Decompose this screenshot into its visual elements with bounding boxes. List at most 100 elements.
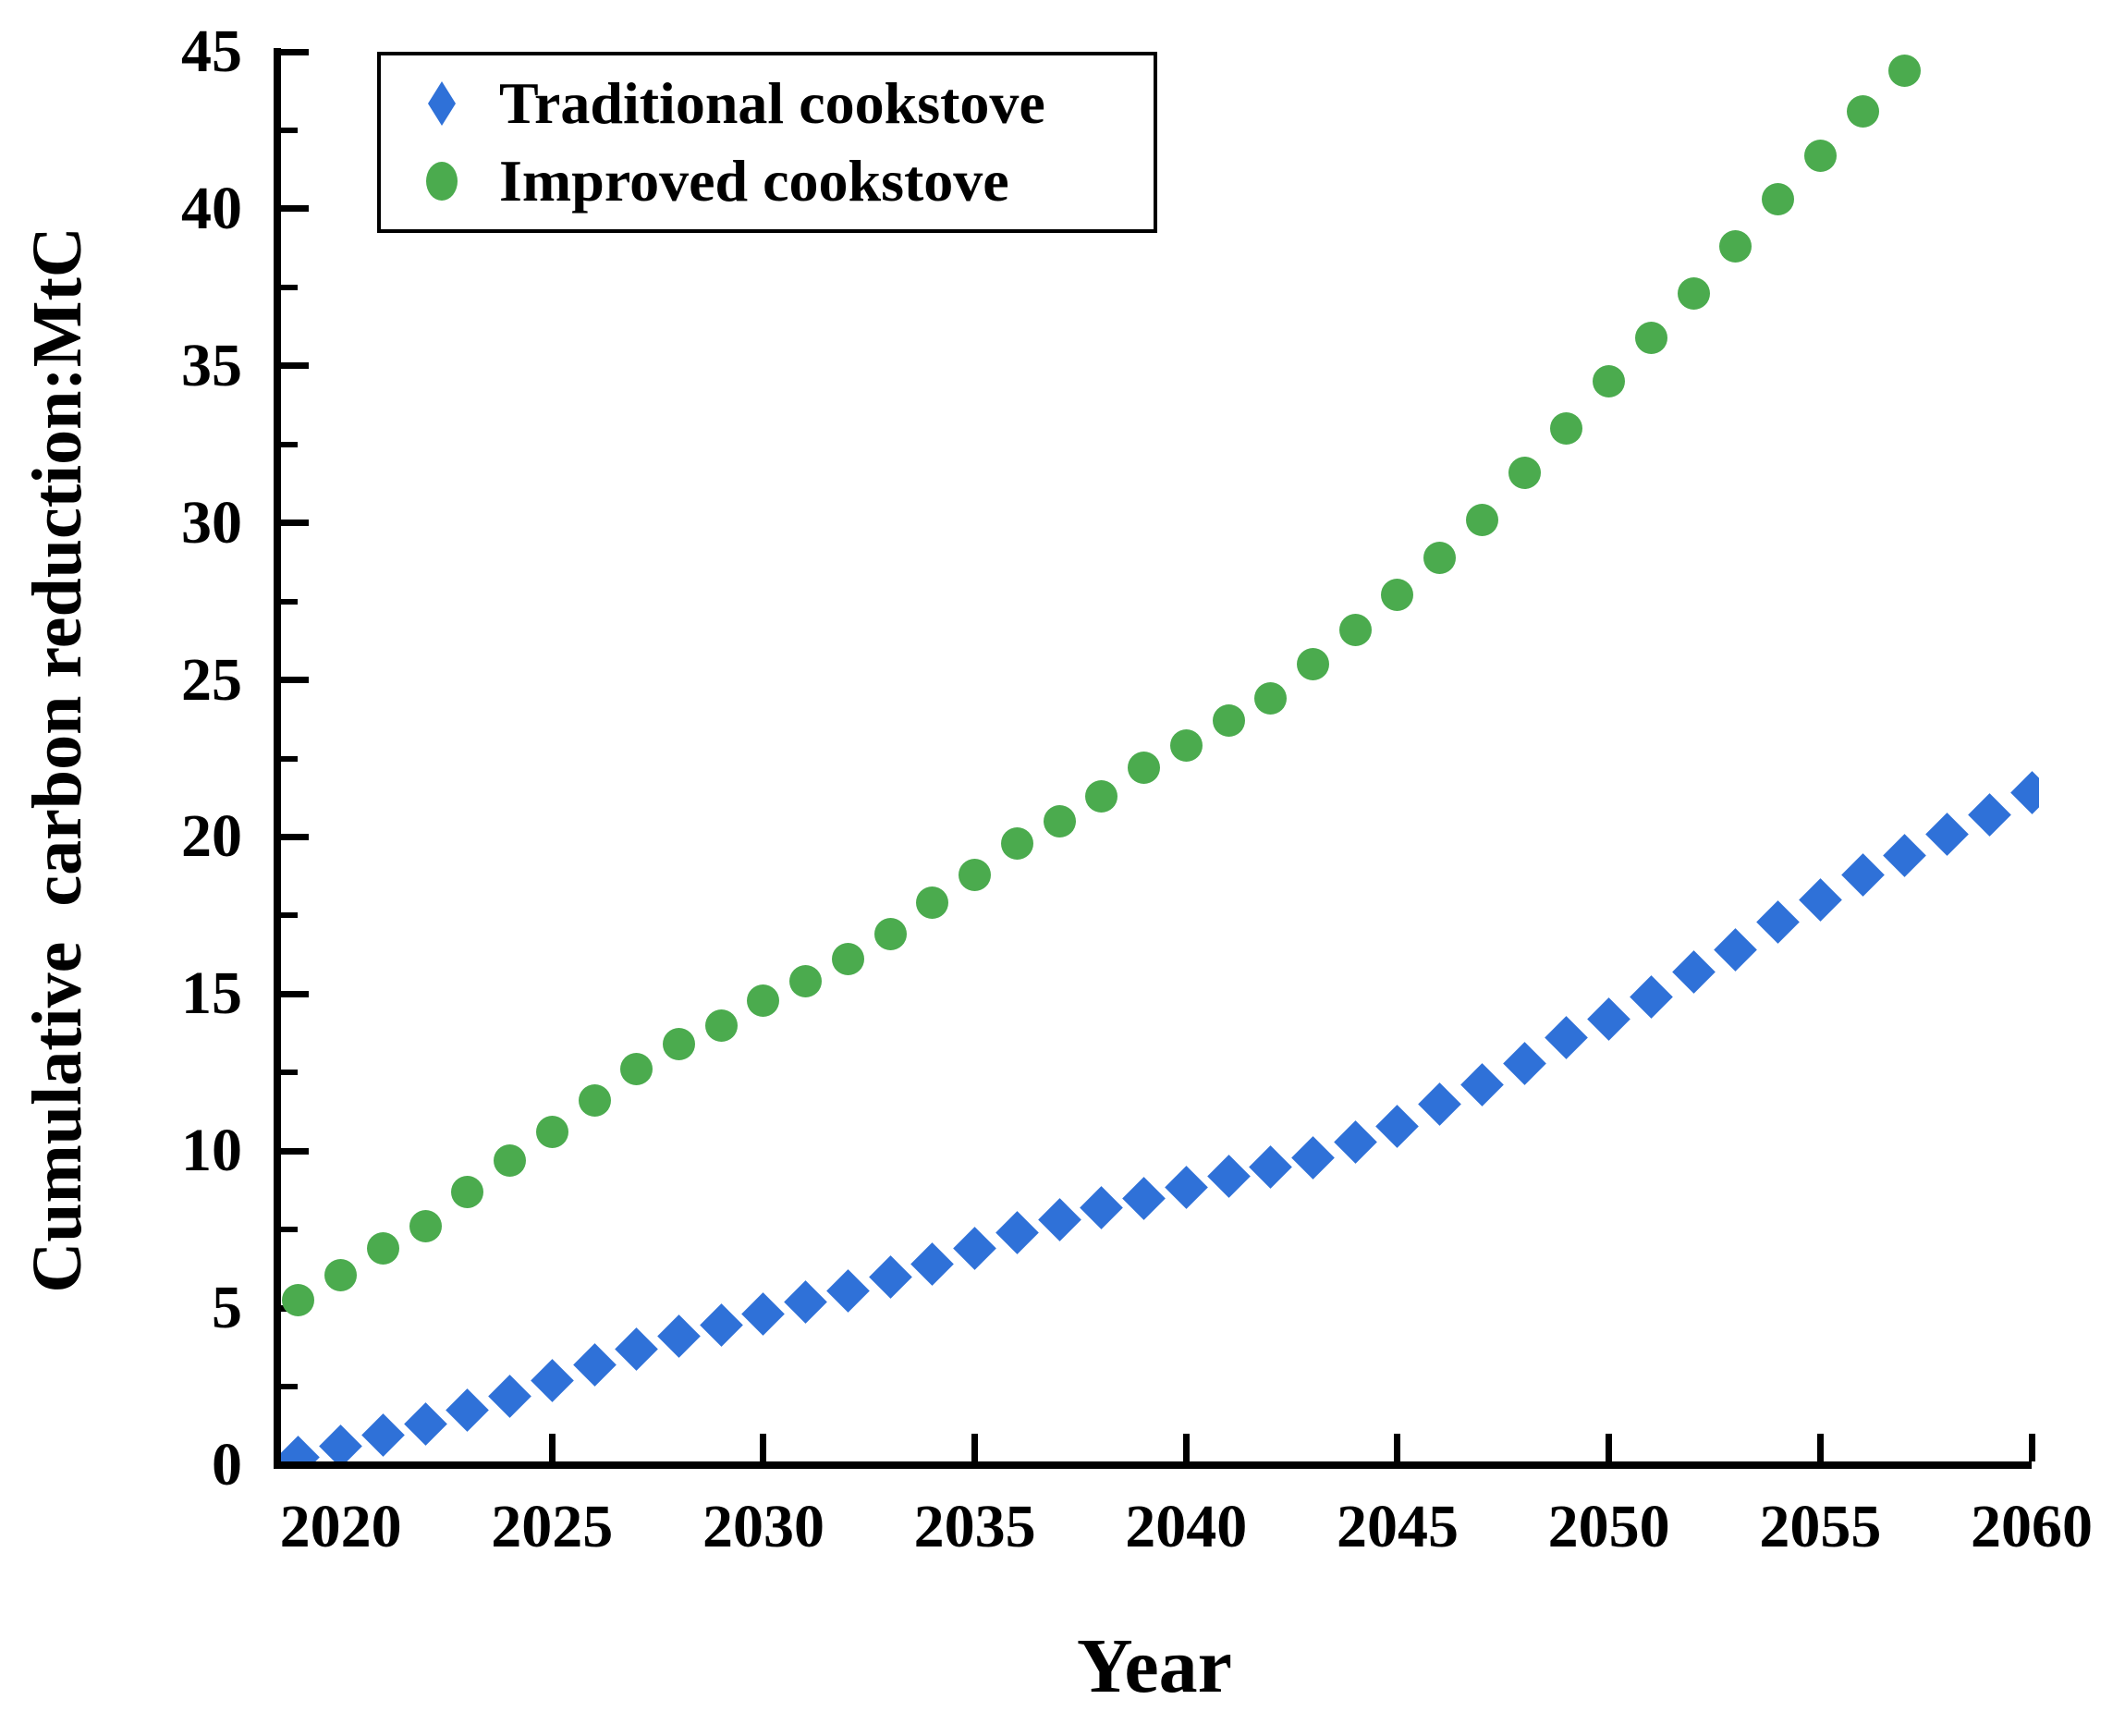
- y-axis-minor-tick: [281, 441, 298, 447]
- y-axis-tick: [281, 520, 309, 527]
- data-point-traditional-cookstove: [1798, 878, 1842, 922]
- x-tick-label: 2040: [1125, 1493, 1248, 1560]
- data-point-improved-cookstove: [1593, 365, 1626, 398]
- data-point-improved-cookstove: [1423, 541, 1457, 574]
- y-axis-tick: [281, 677, 309, 684]
- data-point-traditional-cookstove: [784, 1279, 828, 1324]
- x-axis-tick: [760, 1434, 767, 1461]
- data-point-traditional-cookstove: [1587, 997, 1630, 1041]
- x-tick-label: 2025: [491, 1493, 614, 1560]
- y-tick-label: 5: [212, 1274, 242, 1342]
- data-point-improved-cookstove: [704, 1009, 738, 1042]
- data-point-traditional-cookstove: [1671, 950, 1716, 994]
- data-point-traditional-cookstove: [741, 1292, 786, 1337]
- y-axis-minor-tick: [281, 912, 298, 919]
- data-point-improved-cookstove: [1465, 503, 1498, 536]
- x-axis-line: [274, 1461, 2032, 1469]
- data-point-improved-cookstove: [1043, 804, 1076, 837]
- data-point-traditional-cookstove: [1164, 1165, 1208, 1209]
- y-tick-label: 0: [212, 1431, 242, 1498]
- data-point-improved-cookstove: [1254, 682, 1288, 715]
- data-point-traditional-cookstove: [1206, 1155, 1251, 1198]
- y-axis-tick: [281, 1147, 309, 1155]
- y-axis-minor-tick: [281, 284, 298, 290]
- data-point-traditional-cookstove: [1037, 1198, 1081, 1242]
- y-axis-tick: [281, 833, 309, 840]
- data-point-improved-cookstove: [1634, 321, 1667, 354]
- data-point-traditional-cookstove: [657, 1314, 701, 1359]
- x-axis-tick: [971, 1434, 979, 1461]
- y-axis-minor-tick: [281, 1384, 298, 1390]
- data-point-traditional-cookstove: [1967, 793, 2011, 837]
- x-axis-tick: [1816, 1434, 1824, 1461]
- data-point-improved-cookstove: [662, 1028, 695, 1061]
- data-point-traditional-cookstove: [1333, 1119, 1377, 1164]
- data-point-traditional-cookstove: [1714, 928, 1758, 972]
- data-point-improved-cookstove: [578, 1084, 611, 1118]
- data-point-traditional-cookstove: [910, 1242, 955, 1286]
- data-point-traditional-cookstove: [572, 1342, 617, 1387]
- y-tick-label: 15: [181, 960, 242, 1028]
- data-point-traditional-cookstove: [1630, 975, 1673, 1020]
- y-axis-tick: [281, 990, 309, 997]
- data-point-traditional-cookstove: [1080, 1186, 1124, 1229]
- data-point-improved-cookstove: [747, 984, 780, 1017]
- y-axis-tick: [281, 48, 309, 55]
- legend-label-traditional: Traditional cookstove: [499, 70, 1045, 136]
- data-point-traditional-cookstove: [1249, 1144, 1293, 1189]
- y-axis-line: [274, 48, 281, 1469]
- data-point-improved-cookstove: [1381, 579, 1414, 612]
- legend-item-traditional-cookstove: Traditional cookstove: [421, 74, 1144, 133]
- data-point-traditional-cookstove: [360, 1413, 405, 1458]
- data-point-improved-cookstove: [324, 1258, 358, 1291]
- x-tick-label: 2020: [279, 1493, 402, 1560]
- data-point-traditional-cookstove: [953, 1227, 996, 1270]
- y-axis-tick: [281, 205, 309, 213]
- data-point-improved-cookstove: [1762, 183, 1795, 216]
- x-tick-label: 2030: [702, 1493, 824, 1560]
- x-axis-tick: [1394, 1434, 1401, 1461]
- y-tick-label: 45: [181, 18, 242, 85]
- data-point-improved-cookstove: [873, 918, 907, 951]
- y-axis-minor-tick: [281, 1070, 298, 1076]
- y-tick-label: 10: [181, 1117, 242, 1185]
- legend-label-improved: Improved cookstove: [499, 148, 1009, 214]
- data-point-improved-cookstove: [1297, 648, 1329, 681]
- x-tick-label: 2050: [1547, 1493, 1670, 1560]
- data-point-traditional-cookstove: [995, 1211, 1039, 1254]
- data-point-traditional-cookstove: [1460, 1063, 1504, 1107]
- legend: Traditional cookstove Improved cookstove: [377, 52, 1157, 233]
- legend-marker-box: [421, 162, 462, 201]
- x-tick-label: 2035: [913, 1493, 1036, 1560]
- y-axis-tick: [281, 362, 309, 370]
- data-point-improved-cookstove: [831, 943, 864, 976]
- data-point-improved-cookstove: [1846, 95, 1879, 128]
- data-point-traditional-cookstove: [1122, 1176, 1166, 1220]
- data-point-improved-cookstove: [1085, 779, 1118, 813]
- legend-item-improved-cookstove: Improved cookstove: [421, 152, 1144, 211]
- data-point-traditional-cookstove: [1883, 834, 1927, 878]
- data-point-improved-cookstove: [494, 1143, 527, 1177]
- data-point-improved-cookstove: [1508, 456, 1541, 489]
- data-point-traditional-cookstove: [868, 1254, 912, 1299]
- data-point-improved-cookstove: [620, 1053, 653, 1086]
- y-tick-label: 35: [181, 331, 242, 399]
- data-point-traditional-cookstove: [1756, 899, 1800, 944]
- data-point-improved-cookstove: [1169, 729, 1203, 763]
- y-tick-label: 20: [181, 802, 242, 871]
- y-axis-minor-tick: [281, 598, 298, 605]
- data-point-traditional-cookstove: [1502, 1041, 1546, 1085]
- data-point-traditional-cookstove: [530, 1358, 574, 1402]
- data-point-traditional-cookstove: [446, 1388, 490, 1432]
- diamond-marker-icon: [428, 81, 456, 126]
- data-point-traditional-cookstove: [1925, 812, 1969, 856]
- x-axis-tick: [1606, 1434, 1613, 1461]
- data-point-improved-cookstove: [1803, 139, 1837, 172]
- data-point-traditional-cookstove: [1291, 1135, 1335, 1180]
- data-point-improved-cookstove: [1550, 412, 1583, 446]
- data-point-improved-cookstove: [1677, 277, 1710, 311]
- y-axis-minor-tick: [281, 127, 298, 133]
- y-tick-label: 30: [181, 488, 242, 556]
- data-point-improved-cookstove: [789, 965, 823, 998]
